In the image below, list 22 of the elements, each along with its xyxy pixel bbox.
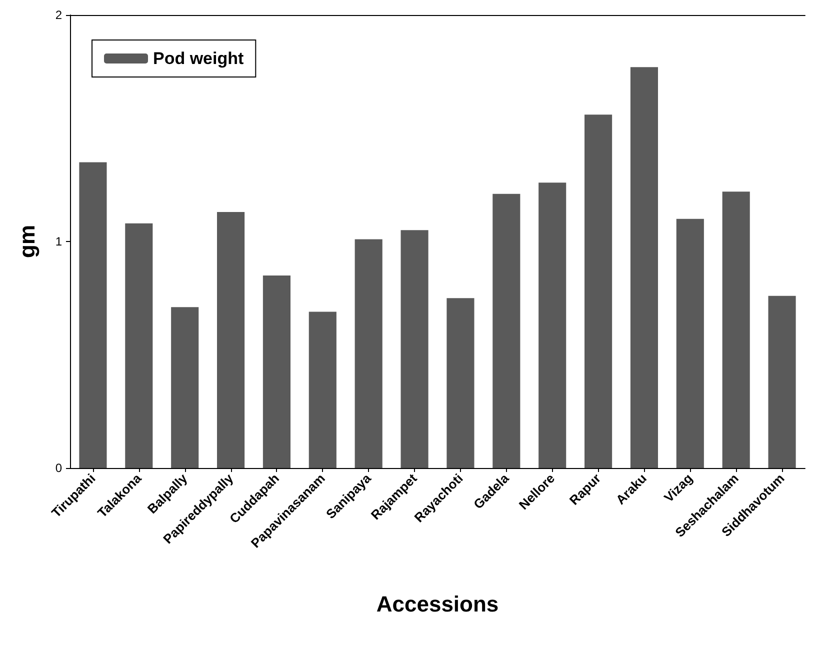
y-tick-label: 2: [55, 8, 62, 22]
y-axis-title: gm: [14, 225, 40, 258]
bar: [262, 275, 290, 468]
y-tick-label: 0: [55, 461, 62, 475]
x-axis-title: Accessions: [376, 592, 499, 616]
bar: [630, 67, 658, 468]
bar: [676, 218, 704, 468]
bar: [171, 307, 199, 468]
bar: [492, 194, 520, 468]
bar: [400, 230, 428, 468]
bar: [354, 239, 382, 468]
bar: [768, 296, 796, 468]
y-tick-label: 1: [55, 234, 62, 248]
bar: [217, 212, 245, 468]
legend-label: Pod weight: [153, 49, 244, 68]
bar: [308, 312, 336, 468]
bar: [79, 162, 107, 468]
bar: [722, 192, 750, 468]
bar: [538, 182, 566, 468]
bar: [125, 223, 153, 468]
bar: [584, 114, 612, 468]
bar: [446, 298, 474, 468]
